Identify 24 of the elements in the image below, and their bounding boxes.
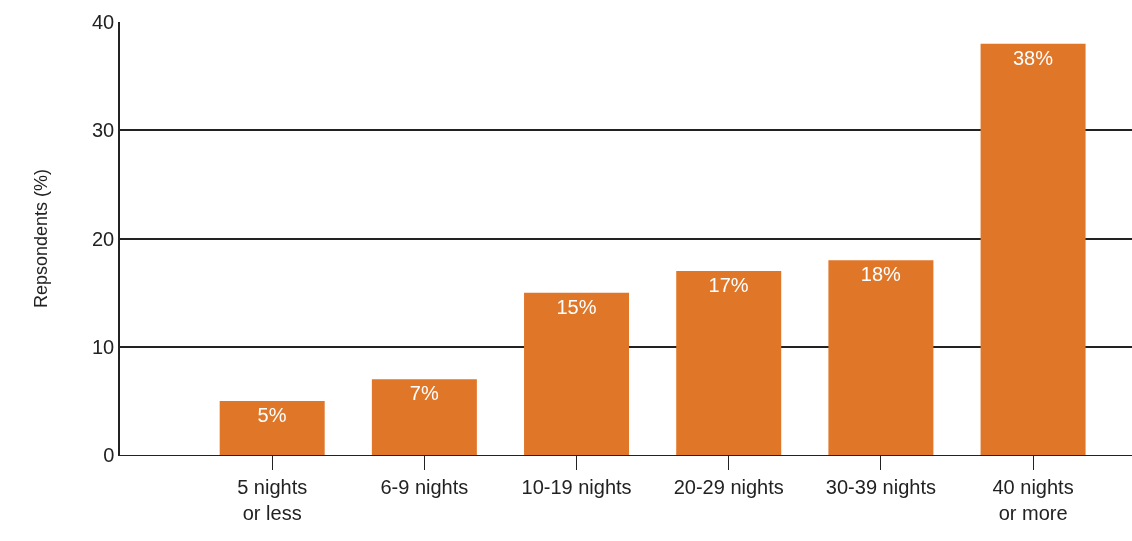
data-label: 17% <box>708 273 749 296</box>
x-tick-label: 5 nights or less <box>237 476 308 524</box>
bar <box>676 270 782 455</box>
data-label: 15% <box>556 295 597 318</box>
data-label: 5% <box>257 403 287 426</box>
bar <box>828 260 934 455</box>
y-tick-label: 40 <box>92 11 115 33</box>
bar <box>219 400 325 455</box>
data-label: 18% <box>860 263 902 286</box>
bar <box>980 43 1086 455</box>
x-tick-label: 30-39 nights <box>825 476 936 498</box>
x-tick-label: 40 nights or more <box>992 476 1074 524</box>
data-label: 7% <box>409 382 439 405</box>
bar <box>524 292 630 455</box>
y-axis-title: Repsondents (%) <box>30 168 51 309</box>
x-tick-label: 20-29 nights <box>673 476 784 498</box>
y-tick-label: 0 <box>103 444 115 466</box>
data-label: 38% <box>1012 46 1054 69</box>
bar <box>371 379 477 455</box>
y-tick-label: 10 <box>92 335 115 358</box>
y-tick-label: 30 <box>92 119 115 142</box>
y-tick-label: 20 <box>92 227 115 250</box>
x-tick-label: 10-19 nights <box>521 476 632 498</box>
x-tick-label: 6-9 nights <box>380 476 469 498</box>
